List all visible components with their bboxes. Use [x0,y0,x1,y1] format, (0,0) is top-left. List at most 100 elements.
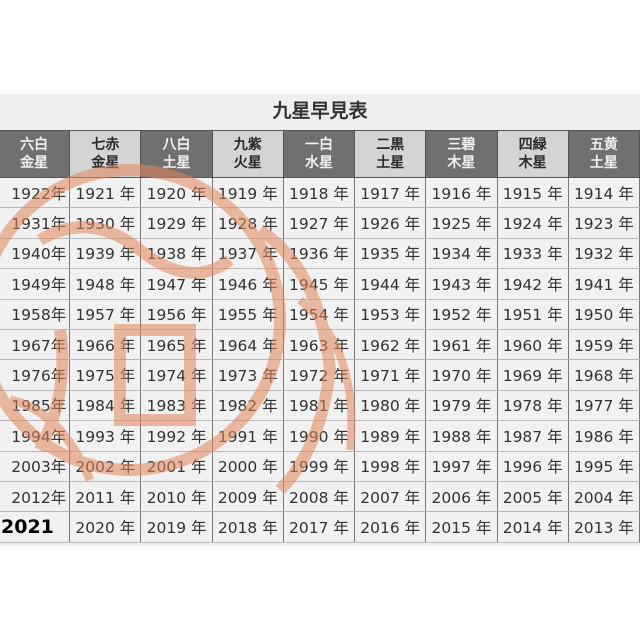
year-cell: 2019 年 [140,511,213,543]
year-cell: 2015 年 [425,511,498,543]
star-number-label: 七赤 [91,137,120,153]
year-cell: 1957 年 [69,298,142,330]
year-cell: 2003年 [0,450,71,482]
table-row: 1922年 1921 年 1920 年 1919 年 1918 年 1917 年 1916 … [0,176,640,209]
year-cell: 1936 年 [282,237,356,270]
year-cell: 1980 年 [354,389,427,422]
year-cell: 1941 年 [567,268,640,300]
year-cell: 1923 年 [567,207,640,239]
year-cell: 1975 年 [69,359,142,391]
year-cell: 1974 年 [140,359,213,391]
year-cell: 1934 年 [425,237,498,270]
year-cell: 1992 年 [140,420,213,452]
year-cell: 1953 年 [354,298,427,330]
year-cell: 1983 年 [140,389,213,422]
year-cell: 1950 年 [567,298,640,330]
year-cell: 2002 年 [69,450,142,482]
year-cell: 1990 年 [282,420,356,452]
star-element-label: 土星 [589,155,618,171]
year-cell: 2010 年 [140,480,213,513]
table-row: 1967年 1966 年 1965 年 1964 年 1963 年 1962 年 1961 … [0,328,640,361]
year-cell: 1962 年 [354,328,427,361]
year-cell: 1928 年 [211,207,284,239]
header-row: 六白 金星 七赤 金星 八白 土星 九紫 火星 一白 水星 二黒 土星 三碧 木星 四緑 木星 五黄 土星 [0,130,640,178]
year-cell: 1952 年 [425,298,498,330]
year-cell: 1971 年 [354,359,427,391]
year-cell: 1996 年 [496,450,569,482]
year-cell: 1948 年 [69,268,142,300]
star-header-7: 三碧 木星 [425,130,498,178]
year-cell: 1986 年 [567,420,640,452]
year-cell: 1982 年 [211,389,284,422]
year-cell: 1945 年 [282,268,356,300]
year-cell: 1979 年 [425,389,498,422]
year-cell: 2013 年 [567,511,640,543]
star-element-label: 火星 [233,155,262,171]
year-cell: 1937 年 [211,237,284,270]
year-cell: 1926 年 [354,207,427,239]
year-cell: 1973 年 [211,359,284,391]
star-number-label: 九紫 [233,137,262,153]
page-title: 九星早見表 [272,100,368,122]
year-cell: 1939 年 [69,237,142,270]
year-cell: 1995 年 [567,450,640,482]
star-number-label: 八白 [162,137,191,153]
star-header-2: 七赤 金星 [69,130,142,178]
year-cell: 2004 年 [567,480,640,513]
year-cell: 1961 年 [425,328,498,361]
star-header-9: 五黄 土星 [567,130,640,178]
year-cell: 1916 年 [425,176,498,209]
year-cell: 1956 年 [140,298,213,330]
table-row: 1931年 1930 年 1929 年 1928 年 1927 年 1926 年 1925 … [0,207,640,239]
star-number-label: 二黒 [376,137,405,153]
year-cell: 2017 年 [282,511,356,543]
year-cell: 1925 年 [425,207,498,239]
year-cell: 2006 年 [425,480,498,513]
nine-star-table: 六白 金星 七赤 金星 八白 土星 九紫 火星 一白 水星 二黒 土星 三碧 木星 四緑 木星 五黄 土星 192… [0,130,640,543]
year-cell: 1964 年 [211,328,284,361]
year-cell: 1955 年 [211,298,284,330]
star-number-label: 六白 [20,137,49,153]
year-cell: 1960 年 [496,328,569,361]
year-cell: 2005 年 [496,480,569,513]
year-cell: 2008 年 [282,480,356,513]
year-cell: 1963 年 [282,328,356,361]
star-header-8: 四緑 木星 [496,130,569,178]
star-number-label: 一白 [304,137,333,153]
year-cell: 1991 年 [211,420,284,452]
year-cell: 1958年 [0,298,71,330]
year-cell: 1931年 [0,207,71,239]
year-cell: 2016 年 [354,511,427,543]
year-cell: 1929 年 [140,207,213,239]
year-cell: 1918 年 [282,176,356,209]
year-cell: 2020 年 [69,511,142,543]
star-element-label: 土星 [162,155,191,171]
year-cell: 1919 年 [211,176,284,209]
year-cell: 1920 年 [140,176,213,209]
star-element-label: 土星 [376,155,405,171]
year-cell: 2011 年 [69,480,142,513]
year-cell: 1978 年 [496,389,569,422]
table-row: 2012年 2011 年 2010 年 2009 年 2008 年 2007 年 2006 … [0,480,640,513]
year-cell: 1989 年 [354,420,427,452]
year-cell: 1946 年 [211,268,284,300]
star-header-4: 九紫 火星 [211,130,284,178]
table-row: 1994年 1993 年 1992 年 1991 年 1990 年 1989 年 1988 … [0,420,640,452]
year-cell: 2018 年 [211,511,284,543]
year-cell: 2012年 [0,480,71,513]
year-cell: 1935 年 [354,237,427,270]
table-row: 2003年 2002 年 2001 年 2000 年 1999 年 1998 年 1997 … [0,450,640,482]
year-cell: 1954 年 [282,298,356,330]
year-cell: 1917 年 [354,176,427,209]
year-cell: 1988 年 [425,420,498,452]
year-cell: 1947 年 [140,268,213,300]
year-cell: 2021 [0,511,71,543]
year-cell: 1940年 [0,237,71,270]
table-row: 2021 2020 年 2019 年 2018 年 2017 年 2016 年 2015 年… [0,511,640,543]
year-cell: 1977 年 [567,389,640,422]
year-cell: 1981 年 [282,389,356,422]
year-cell: 1997 年 [425,450,498,482]
year-cell: 1921 年 [69,176,142,209]
star-header-5: 一白 水星 [282,130,356,178]
